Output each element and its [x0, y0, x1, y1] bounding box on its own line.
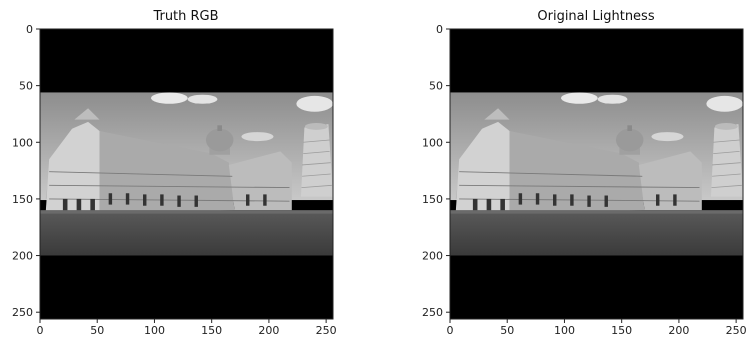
y-tick-label: 0: [26, 23, 33, 36]
y-tick-label: 200: [422, 250, 443, 263]
y-tick-label: 150: [422, 193, 443, 206]
y-tick-label: 50: [429, 80, 443, 93]
x-tick-label: 0: [447, 324, 454, 337]
panel-title: Original Lightness: [537, 9, 654, 24]
x-tick-label: 50: [90, 324, 104, 337]
y-tick-label: 50: [19, 80, 33, 93]
y-tick-label: 250: [12, 306, 33, 319]
y-tick-label: 100: [422, 136, 443, 149]
x-tick-label: 50: [500, 324, 514, 337]
y-axis: 0 50 100 150 200 250: [12, 23, 40, 319]
x-tick-label: 150: [611, 324, 632, 337]
y-tick-label: 100: [12, 136, 33, 149]
y-tick-label: 250: [422, 306, 443, 319]
y-axis: 0 50 100 150 200 250: [422, 23, 450, 319]
y-tick-label: 200: [12, 250, 33, 263]
axes-frame: [39, 28, 334, 320]
y-tick-label: 150: [12, 193, 33, 206]
panel-title: Truth RGB: [152, 9, 218, 24]
panel-truth-rgb: Truth RGB 0 50 100 150 200 250 0 50 100 150 200 25…: [12, 9, 337, 337]
x-tick-label: 250: [316, 324, 337, 337]
x-tick-label: 200: [258, 324, 279, 337]
panel-original-lightness: Original Lightness 0 50 100 150 200 250 0 50 10…: [422, 9, 747, 337]
x-axis: 0 50 100 150 200 250: [447, 319, 747, 337]
image-area: [40, 29, 333, 319]
x-tick-label: 100: [554, 324, 575, 337]
x-tick-label: 100: [144, 324, 165, 337]
image-area: [450, 29, 743, 319]
x-tick-label: 250: [726, 324, 747, 337]
axes-frame: [449, 28, 744, 320]
x-axis: 0 50 100 150 200 250: [37, 319, 337, 337]
x-tick-label: 0: [37, 324, 44, 337]
x-tick-label: 150: [201, 324, 222, 337]
x-tick-label: 200: [668, 324, 689, 337]
y-tick-label: 0: [436, 23, 443, 36]
